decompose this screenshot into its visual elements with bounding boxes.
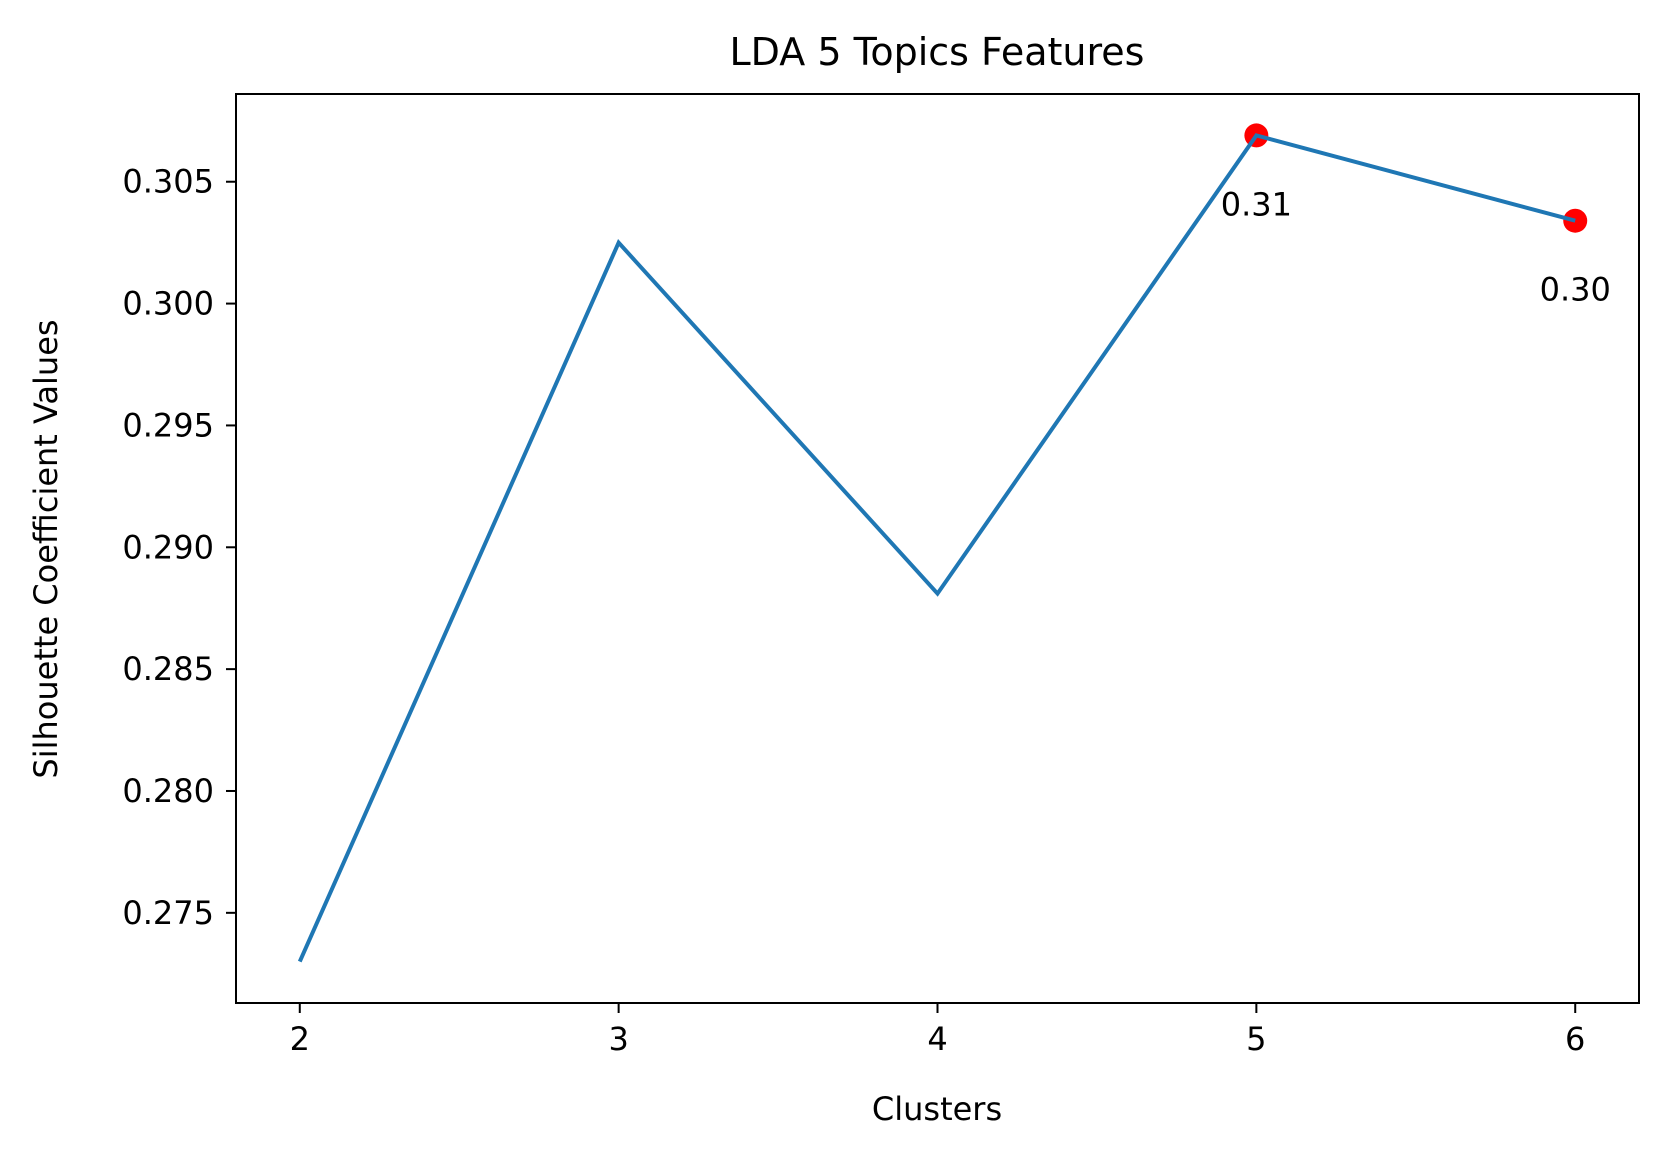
plot-area — [235, 93, 1640, 1004]
data-label: 0.30 — [1540, 271, 1611, 309]
y-axis-title: Silhouette Coefficient Values — [27, 319, 65, 778]
x-tick-label: 3 — [608, 1020, 628, 1058]
y-tick-label: 0.300 — [122, 285, 214, 323]
y-tick-label: 0.280 — [122, 772, 214, 810]
plot-frame — [235, 93, 1640, 1004]
series-layer — [297, 133, 1576, 963]
y-axis: 0.275 0.280 0.285 0.290 0.295 0.300 0.305 — [122, 163, 236, 932]
y-tick-label: 0.285 — [122, 650, 214, 688]
x-tick-label: 5 — [1246, 1020, 1266, 1058]
data-label: 0.31 — [1221, 185, 1292, 223]
y-tick-label: 0.275 — [122, 894, 214, 932]
y-tick-label: 0.295 — [122, 406, 214, 444]
series-line — [297, 133, 1576, 963]
x-tick-label: 4 — [927, 1020, 947, 1058]
highlight-points-layer: 0.31 0.30 — [1221, 123, 1611, 309]
y-tick-label: 0.290 — [122, 528, 214, 566]
x-axis: 2 3 4 5 6 — [290, 1003, 1585, 1058]
y-tick-label: 0.305 — [122, 163, 214, 201]
chart-title: LDA 5 Topics Features — [730, 30, 1145, 74]
x-tick-label: 6 — [1565, 1020, 1585, 1058]
x-axis-title: Clusters — [872, 1090, 1002, 1128]
x-tick-label: 2 — [290, 1020, 310, 1058]
